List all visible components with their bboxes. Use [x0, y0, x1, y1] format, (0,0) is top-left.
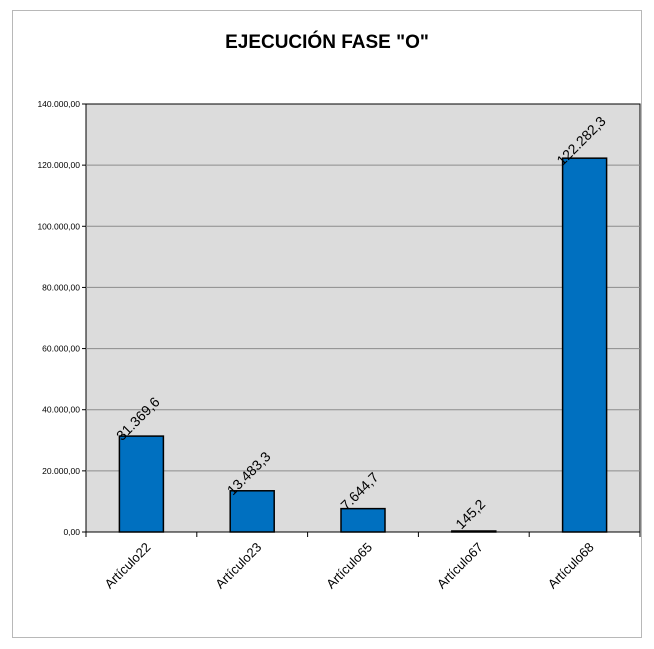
x-tick-label: Artículo23 — [212, 540, 264, 592]
y-tick-label: 20.000,00 — [42, 466, 80, 476]
chart-title: EJECUCIÓN FASE "O" — [225, 32, 429, 53]
y-tick-label: 40.000,00 — [42, 405, 80, 415]
x-tick-label: Artículo65 — [323, 540, 375, 592]
y-tick-label: 80.000,00 — [42, 282, 80, 292]
gridlines — [86, 164, 640, 472]
bar — [340, 507, 386, 533]
y-tick-label: 120.000,00 — [37, 160, 80, 170]
bar — [561, 157, 608, 533]
bar — [118, 435, 165, 533]
y-tick-label: 100.000,00 — [37, 221, 80, 231]
y-axis-ticks: 0,00 20.000,00 40.000,00 60.000,00 80.000,00… — [37, 99, 86, 537]
x-tick-label: Artículo68 — [545, 540, 597, 592]
x-tick-label: Artículo67 — [434, 540, 486, 592]
y-tick-label: 0,00 — [63, 527, 80, 537]
bar — [229, 490, 275, 533]
x-axis-ticks: Artículo22 Artículo23 Artículo65 Artículo67… — [85, 532, 641, 592]
x-tick-label: Artículo22 — [102, 540, 154, 592]
plot-area — [85, 103, 641, 533]
bar — [451, 530, 497, 533]
y-tick-label: 140.000,00 — [37, 99, 80, 109]
bars — [118, 157, 608, 533]
y-tick-label: 60.000,00 — [42, 344, 80, 354]
